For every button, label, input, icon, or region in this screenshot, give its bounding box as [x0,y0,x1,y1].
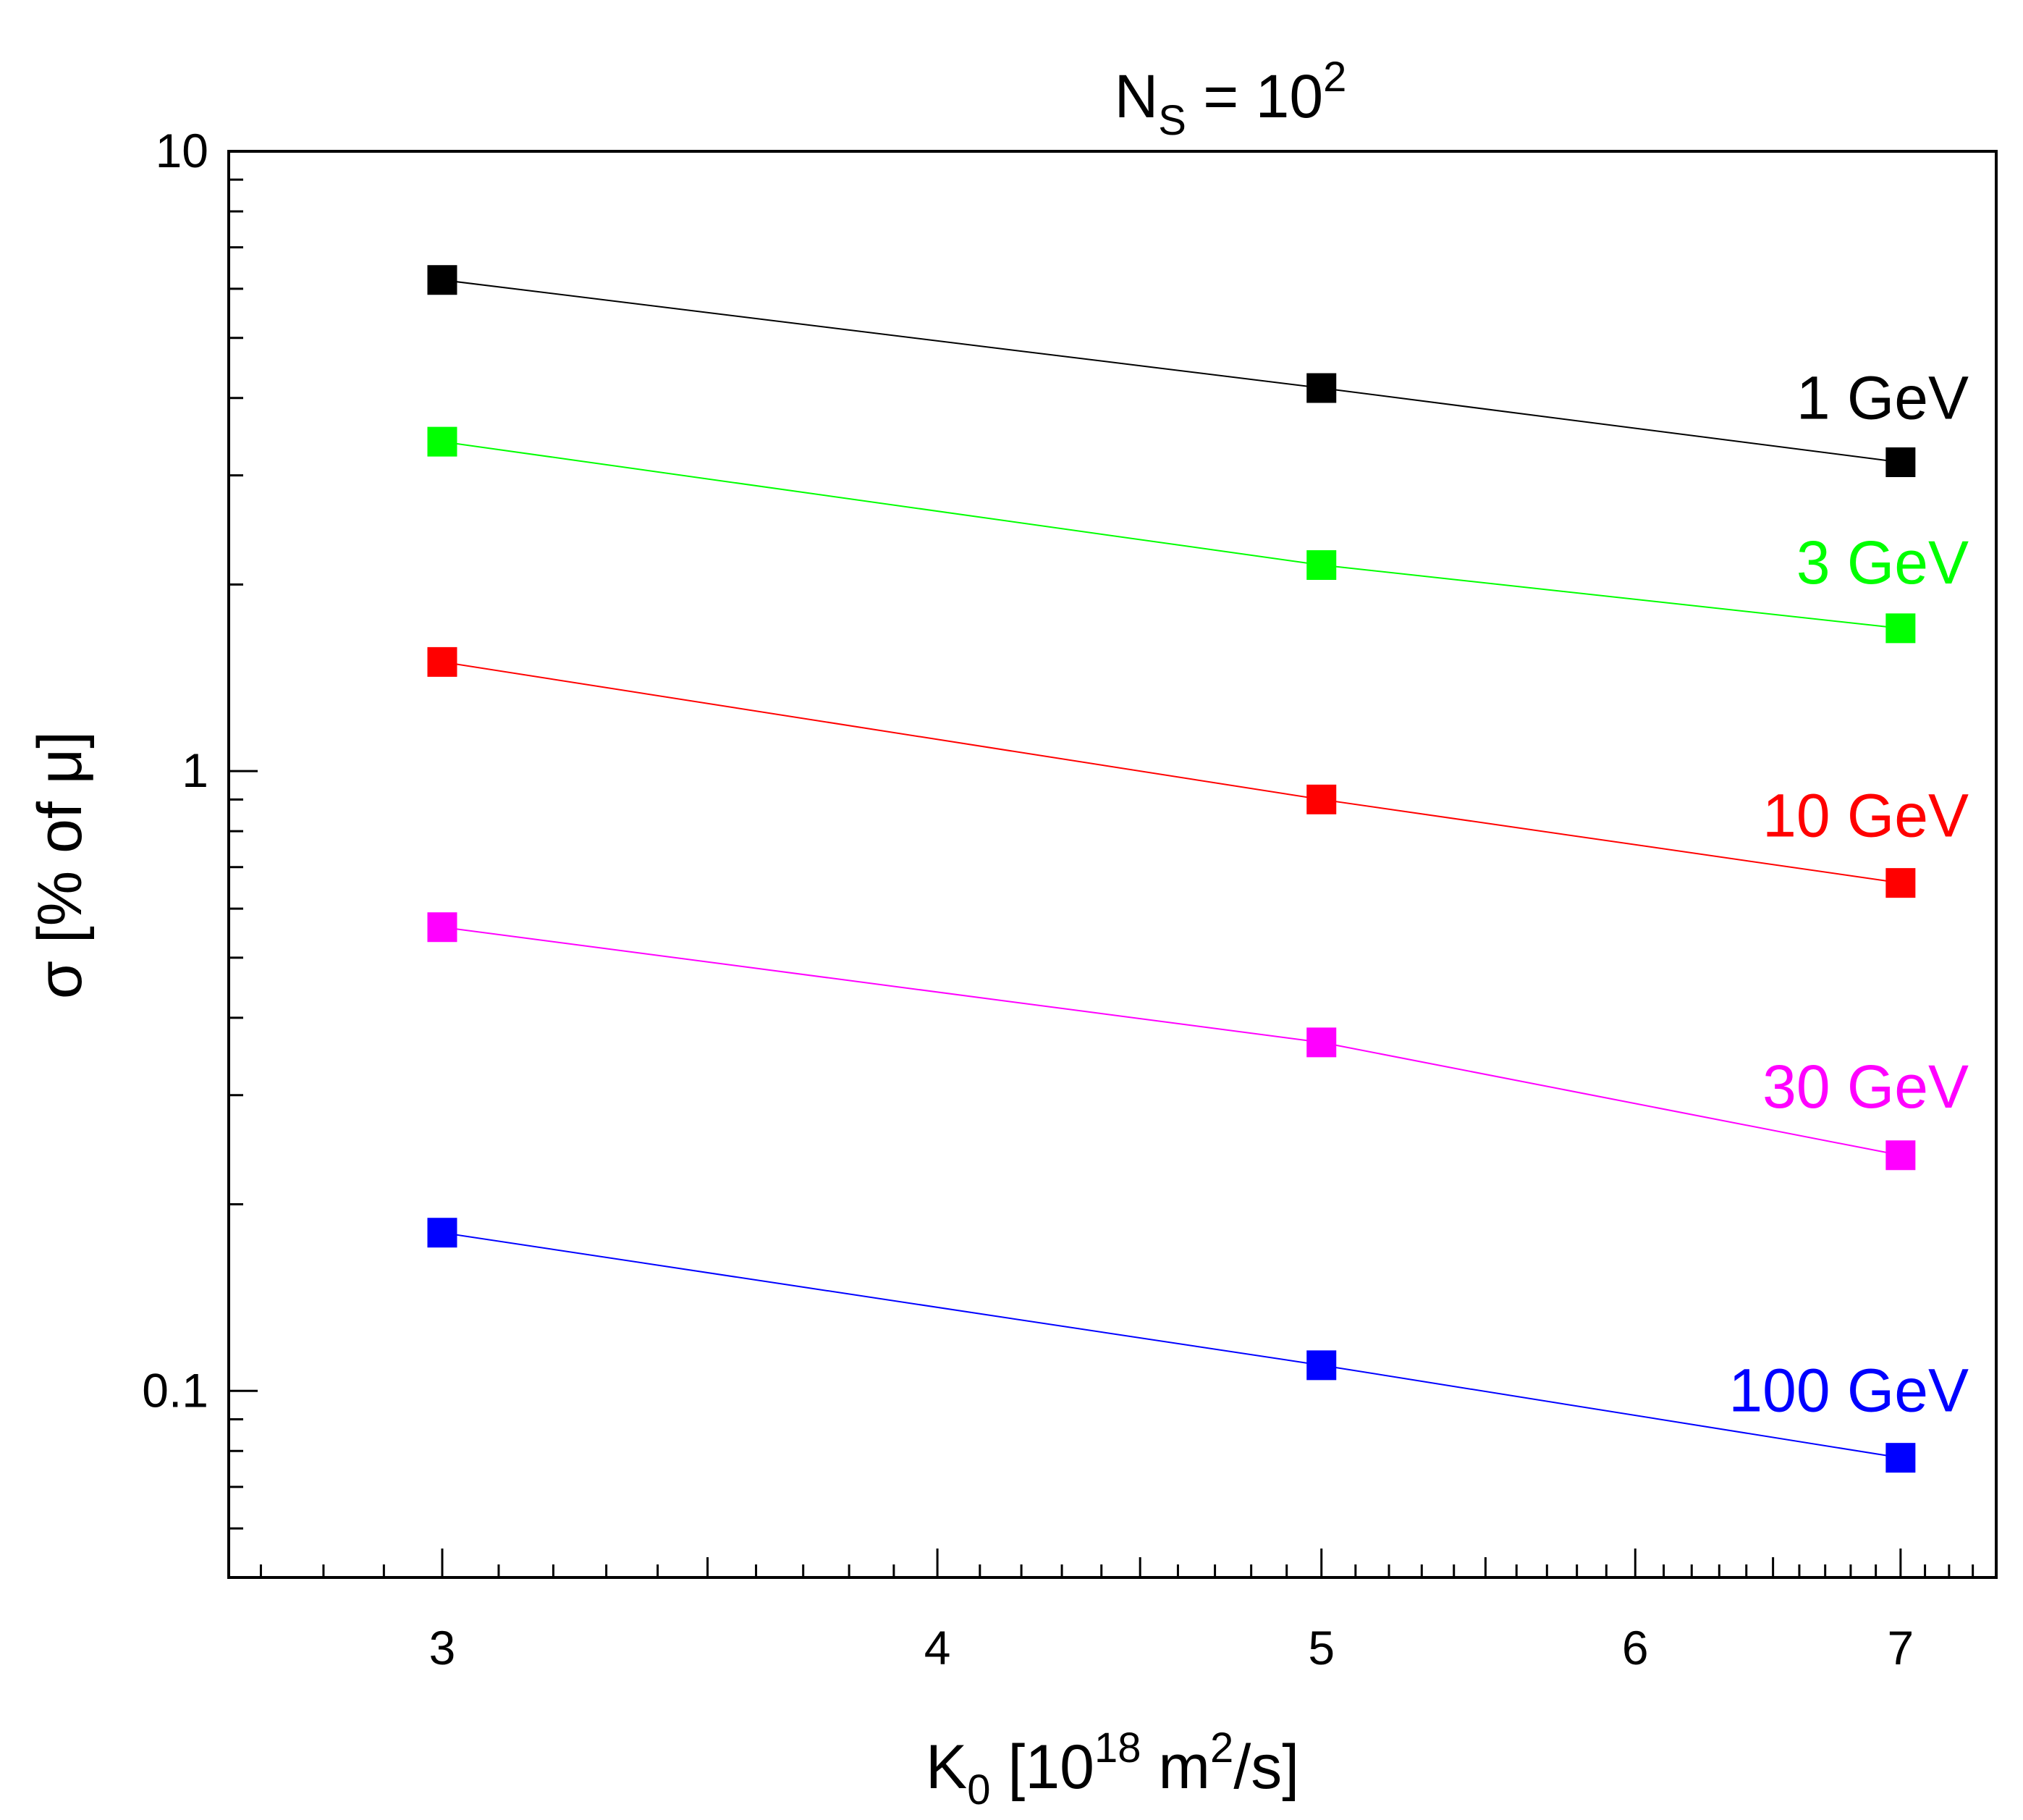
data-point [427,265,457,295]
chart-title: NS = 102 [1115,54,1347,144]
data-point [1885,613,1916,644]
x-tick-label: 5 [1308,1621,1335,1674]
data-point [1885,447,1916,478]
y-tick-label: 1 [182,743,208,797]
series-line [442,926,1901,1156]
series-line [442,661,1901,884]
series-label: 3 GeV [1796,528,1969,597]
series-line [442,1231,1901,1459]
x-tick-label: 6 [1622,1621,1649,1674]
x-axis-ticks: 3 4 5 6 7 [259,1549,1998,1674]
x-axis-label: K0 [1018 m2/s] [926,1724,1299,1813]
series-label: 1 GeV [1796,364,1969,432]
data-point [1306,550,1337,581]
data-point [1885,868,1916,898]
series-label: 10 GeV [1762,782,1969,850]
plot-frame [227,150,1998,1579]
series-label: 30 GeV [1762,1053,1969,1121]
data-point [1306,373,1337,403]
x-tick-label: 4 [924,1621,951,1674]
data-point [1306,784,1337,814]
data-point [1306,1027,1337,1058]
x-tick-label: 7 [1887,1621,1914,1674]
y-axis-label: σ [% of μ] [25,731,95,999]
data-point [427,1218,457,1248]
series-line [442,279,1901,463]
data-point [427,646,457,677]
y-tick-label: 0.1 [142,1363,208,1417]
data-point [427,426,457,457]
data-point [1306,1350,1337,1381]
data-point [427,912,457,943]
data-point [1885,1443,1916,1473]
y-tick-label: 10 [156,124,208,177]
series-line [442,441,1901,629]
y-axis-ticks: 0.1 1 10 [142,124,258,1579]
series-label: 100 GeV [1728,1357,1969,1425]
x-tick-label: 3 [429,1621,456,1674]
data-point [1885,1140,1916,1171]
series-group: 1 GeV 3 GeV 10 GeV 30 GeV 100 GeV [427,265,1969,1473]
